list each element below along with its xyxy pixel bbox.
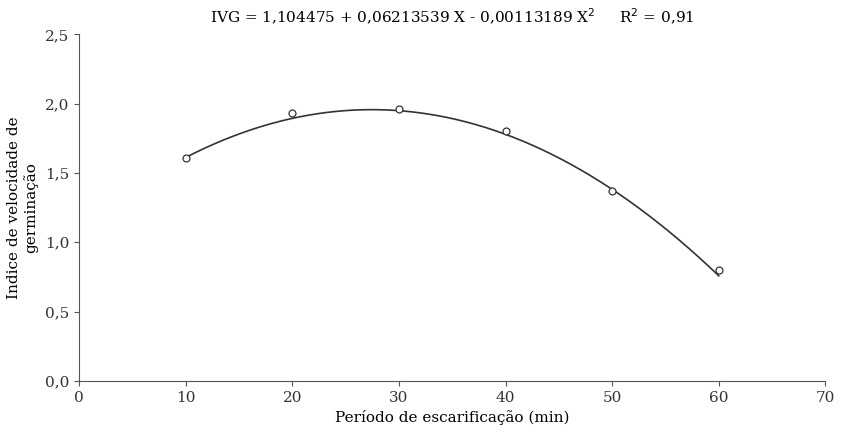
- Y-axis label: Indice de velocidade de
germinação: Indice de velocidade de germinação: [7, 116, 38, 299]
- X-axis label: Período de escarificação (min): Período de escarificação (min): [335, 410, 569, 425]
- Title: IVG = 1,104475 + 0,06213539 X - 0,00113189 X$^2$     R$^2$ = 0,91: IVG = 1,104475 + 0,06213539 X - 0,001131…: [210, 7, 695, 27]
